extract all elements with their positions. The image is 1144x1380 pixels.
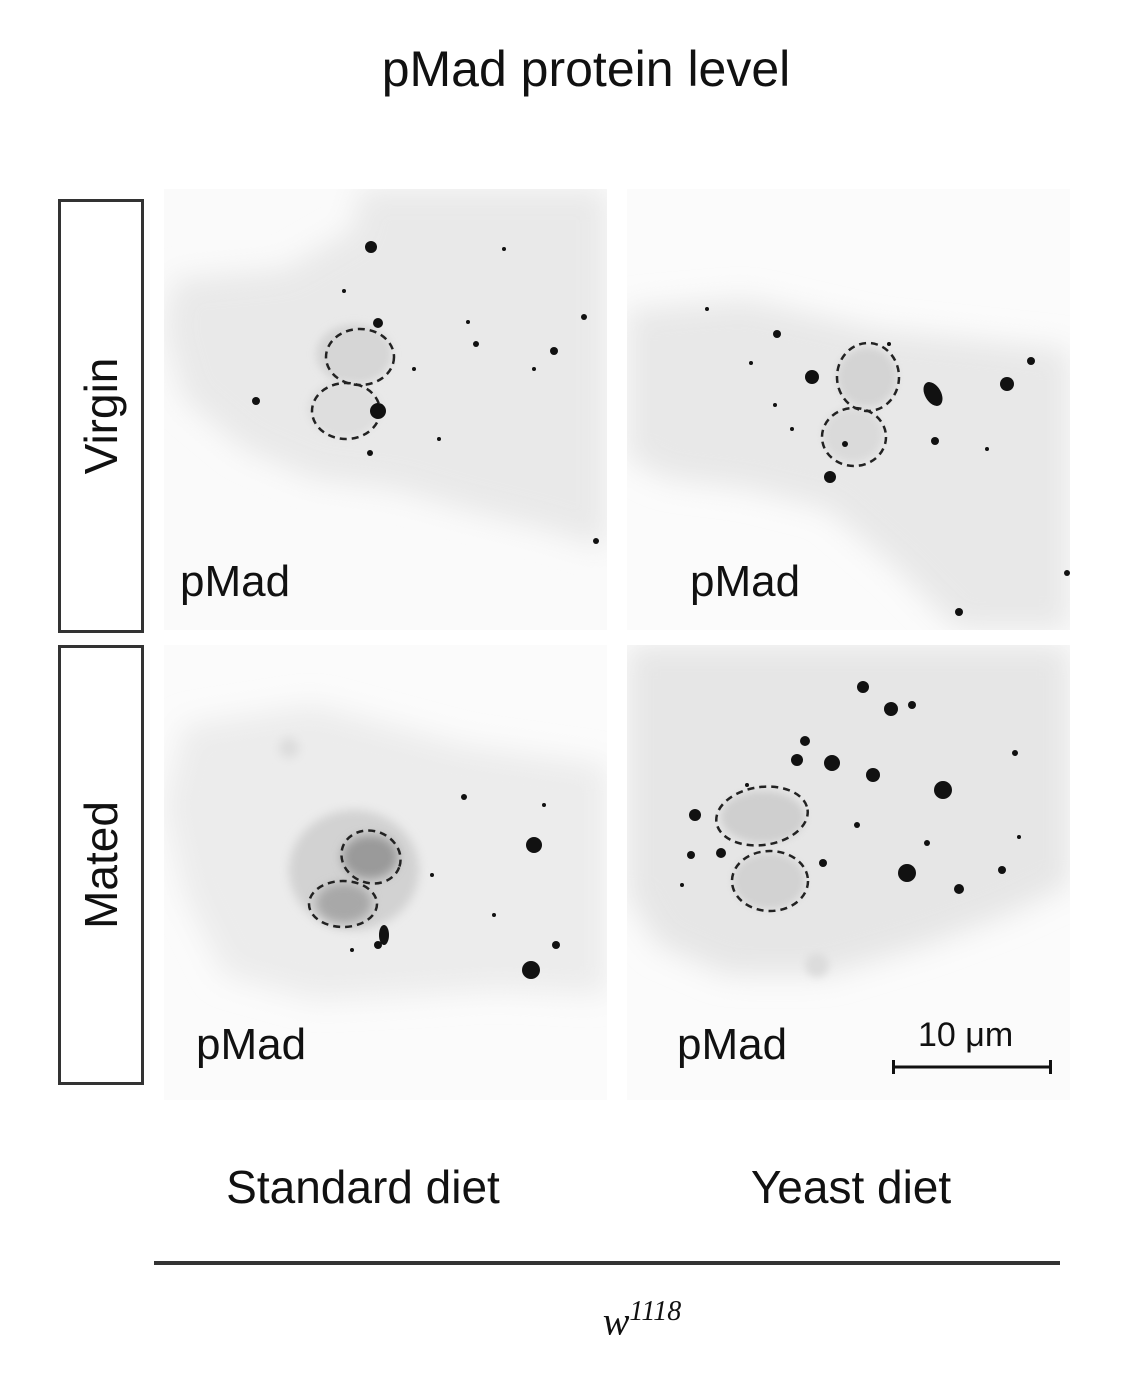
micrograph-virgin-standard	[164, 189, 607, 630]
micrograph-virgin-yeast	[627, 189, 1070, 630]
panel-virgin-standard: pMad	[164, 189, 607, 630]
genotype-bracket-line	[154, 1261, 1060, 1265]
panel-label: pMad	[180, 557, 291, 606]
micrograph-mated-standard	[164, 645, 607, 1100]
panel-label: pMad	[196, 1020, 307, 1069]
scale-bar-label: 10 μm	[918, 1016, 1014, 1054]
nucleus-outline	[340, 829, 402, 885]
row-label-box-mated: Mated	[58, 645, 144, 1085]
scale-bar	[892, 1060, 1052, 1074]
panel-label: pMad	[690, 557, 801, 606]
panel-mated-standard: pMad	[164, 645, 607, 1100]
nucleus-outline	[307, 879, 379, 929]
panel-label: pMad	[677, 1020, 788, 1069]
panel-virgin-yeast: pMad	[627, 189, 1070, 630]
figure-title: pMad protein level	[381, 41, 791, 97]
column-label-yeast-diet: Yeast diet	[750, 1161, 952, 1213]
row-label-virgin: Virgin	[75, 357, 127, 475]
micrograph-mated-yeast	[627, 645, 1070, 1100]
genotype-base: w	[602, 1298, 630, 1344]
genotype-superscript: 1118	[629, 1296, 682, 1327]
nucleus-outline	[730, 849, 810, 913]
row-label-box-virgin: Virgin	[58, 199, 144, 633]
panel-mated-yeast: pMad	[627, 645, 1070, 1100]
nucleus-outline	[820, 406, 888, 468]
column-label-standard-diet: Standard diet	[226, 1161, 500, 1213]
genotype-label: w1118	[0, 1296, 1144, 1344]
row-label-mated: Mated	[75, 801, 127, 929]
